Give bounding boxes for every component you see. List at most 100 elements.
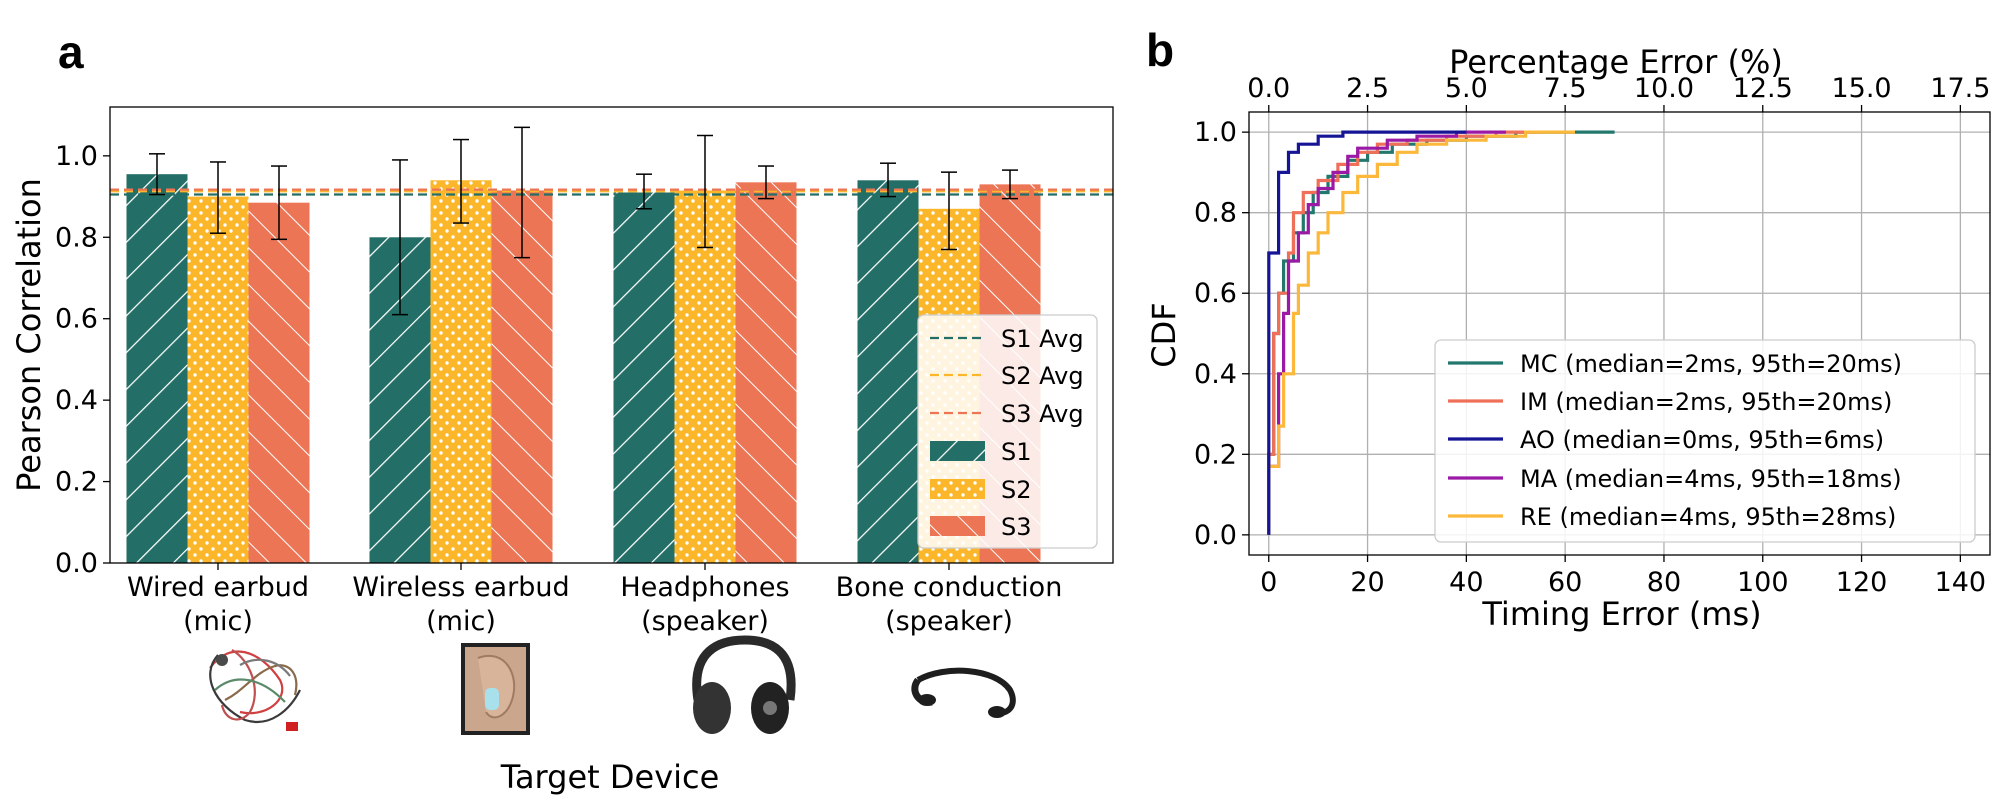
panel-b-x-axis-label: Timing Error (ms) [1481, 595, 1761, 633]
legend-label: S3 [1001, 513, 1032, 541]
panel-b-y-tick-label: 0.0 [1194, 520, 1237, 551]
panel-b-top-x-tick-label: 7.5 [1544, 73, 1587, 104]
panel-a-x-tick-label-line2: (speaker) [885, 606, 1013, 637]
panel-a-axes-frame [109, 106, 1114, 564]
panel-a-error-bars [149, 126, 1018, 316]
bar-s1-3 [857, 180, 919, 564]
bar-s2-0 [187, 196, 249, 564]
panel-b-top-x-tick-label: 5.0 [1445, 73, 1488, 104]
panel-b-y-tick-label: 1.0 [1194, 117, 1237, 148]
legend-swatch-s1 [930, 441, 985, 461]
cable-line [224, 664, 298, 701]
panel-b-top-x-tick-label: 2.5 [1346, 73, 1389, 104]
panel-b-x-tick-label: 0 [1260, 567, 1277, 598]
panel-a-x-tick-label-line2: (mic) [426, 606, 496, 637]
cdf-line-ao [1267, 130, 1467, 535]
bar-s2-2 [674, 190, 736, 563]
panel-b-top-x-axis-label: Percentage Error (%) [1449, 43, 1783, 81]
earbud-shape [216, 654, 228, 666]
legend-label-im: IM (median=2ms, 95th=20ms) [1520, 388, 1892, 416]
panel-b-top-x-tick-label: 0.0 [1247, 73, 1290, 104]
headband-shape [692, 635, 796, 701]
panel-a-x-tick-label-line1: Headphones [620, 572, 789, 603]
legend-swatch-s2 [930, 479, 985, 499]
cdf-line-im [1267, 130, 1541, 535]
legend-label: S2 [1001, 476, 1032, 504]
band-shape [916, 667, 1016, 716]
panel-a-x-tick-label-line1: Wireless earbud [352, 572, 569, 603]
legend-label-ma: MA (median=4ms, 95th=18ms) [1520, 465, 1902, 493]
panel-b-axes-frame [1248, 111, 1991, 556]
panel-a-y-tick-label: 1.0 [55, 141, 98, 172]
panel-a-y-ticks: 0.0 0.2 0.4 0.6 0.8 1.0 [55, 141, 110, 579]
transducer-left [918, 694, 936, 706]
panel-a-x-tick-label-line1: Wired earbud [127, 572, 309, 603]
bar-s2-1 [430, 180, 492, 564]
panel-b-x-tick-label: 100 [1737, 567, 1789, 598]
panel-b-letter: b [1146, 24, 1174, 76]
bar-s3-2 [735, 182, 797, 564]
panel-b-top-x-tick-label: 17.5 [1930, 73, 1990, 104]
bar-s3-0 [248, 202, 310, 563]
panel-a-y-axis-label: Pearson Correlation [10, 178, 48, 492]
legend-label-ao: AO (median=0ms, 95th=6ms) [1520, 426, 1884, 454]
panel-a-x-axis-label: Target Device [500, 758, 720, 796]
panel-b-x-tick-label: 20 [1350, 567, 1384, 598]
legend-label-mc: MC (median=2ms, 95th=20ms) [1520, 350, 1902, 378]
panel-b-legend: MC (median=2ms, 95th=20ms) IM (median=2ms… [1434, 339, 1976, 543]
logo-shape [763, 701, 777, 715]
bar-s1-2 [613, 192, 675, 563]
legend-label: S1 Avg [1001, 325, 1084, 353]
panel-b-y-tick-label: 0.4 [1194, 359, 1237, 390]
panel-a-x-ticks: Wired earbud(mic)Wireless earbud(mic)Hea… [127, 563, 1062, 637]
wired-earbud-icon [209, 649, 301, 731]
ear-cup-left [693, 682, 731, 734]
panel-b-y-tick-label: 0.2 [1194, 439, 1237, 470]
panel-a-average-lines [110, 188, 1113, 196]
panel-b-top-x-tick-label: 10.0 [1634, 73, 1694, 104]
legend-swatch-s3 [930, 516, 985, 536]
transducer-right [988, 706, 1006, 718]
cable-line [209, 654, 301, 723]
panel-b-top-x-ticks: 0.0 2.5 5.0 7.5 10.0 12.5 15.0 17.5 [1247, 73, 1990, 112]
panel-a-y-tick-label: 0.4 [55, 385, 98, 416]
panel-a-x-tick-label-line2: (mic) [183, 606, 253, 637]
panel-b-legend-box [1434, 339, 1976, 543]
panel-b-top-x-tick-label: 12.5 [1733, 73, 1793, 104]
panel-a-device-icons [209, 635, 1016, 735]
legend-label-re: RE (median=4ms, 95th=28ms) [1520, 503, 1896, 531]
panel-a-y-tick-label: 0.8 [55, 222, 98, 253]
panel-b-y-tick-label: 0.8 [1194, 198, 1237, 229]
panel-a-y-tick-label: 0.0 [55, 548, 98, 579]
panel-b-x-tick-label: 140 [1935, 567, 1987, 598]
panel-b-cdf-lines [1267, 130, 1615, 535]
cable-line [214, 678, 286, 703]
connector-shape [286, 722, 298, 731]
panel-a-x-tick-label-line2: (speaker) [641, 606, 769, 637]
panel-b-y-tick-label: 0.6 [1194, 278, 1237, 309]
panel-b-x-tick-label: 40 [1449, 567, 1483, 598]
panel-a-y-tick-label: 0.6 [55, 304, 98, 335]
cdf-line-re [1267, 130, 1575, 535]
cdf-line-ma [1267, 130, 1506, 535]
earbud-shape [485, 688, 499, 710]
panel-b-x-tick-label: 80 [1647, 567, 1681, 598]
panel-b-x-ticks: 0 20 40 60 80 100 120 140 [1260, 555, 1986, 598]
panel-b-x-tick-label: 60 [1548, 567, 1582, 598]
panel-b-y-axis-label: CDF [1145, 302, 1183, 367]
wireless-earbud-icon [461, 643, 530, 735]
panel-a-legend: S1 Avg S2 Avg S3 Avg S1 S2 S3 [917, 314, 1098, 549]
panel-a-letter: a [58, 26, 84, 78]
panel-b-x-tick-label: 120 [1836, 567, 1888, 598]
panel-a-y-tick-label: 0.2 [55, 467, 98, 498]
legend-label: S1 [1001, 438, 1032, 466]
panel-b-y-ticks: 0.0 0.2 0.4 0.6 0.8 1.0 [1194, 117, 1249, 551]
panel-b-top-x-tick-label: 15.0 [1831, 73, 1891, 104]
panel-a-bars [126, 174, 1041, 564]
cable-line [209, 650, 284, 715]
headphones-icon [692, 635, 796, 734]
cable-line [239, 658, 291, 677]
bone-conduction-icon [911, 667, 1016, 718]
legend-label: S2 Avg [1001, 362, 1084, 390]
